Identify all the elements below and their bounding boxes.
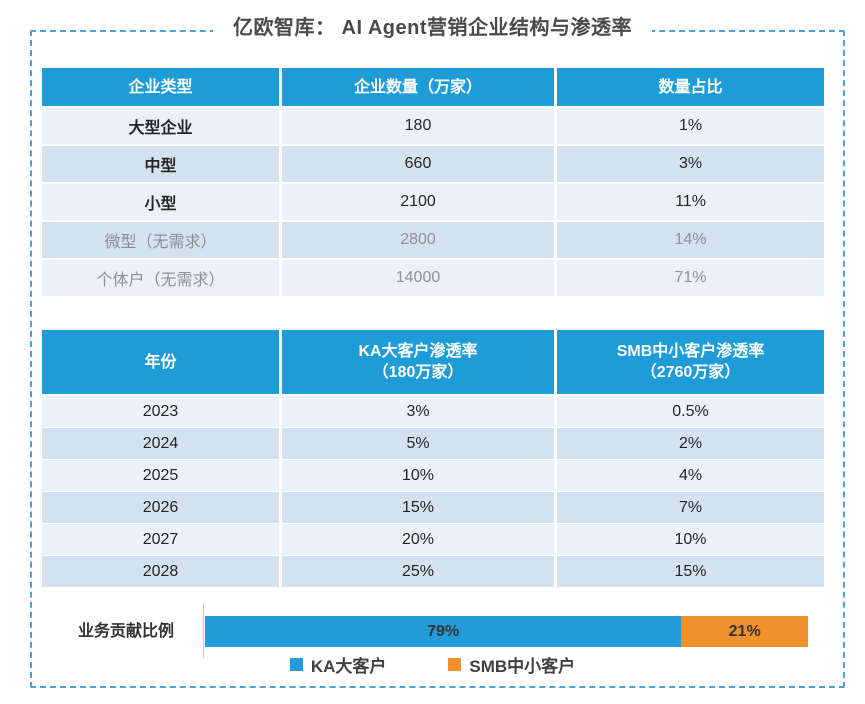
penetration-rate-table: 年份 KA大客户渗透率 （180万家） SMB中小客户渗透率 （2760万家） … bbox=[42, 330, 824, 588]
table2-header-smb-penetration: SMB中小客户渗透率 （2760万家） bbox=[557, 330, 824, 394]
contribution-bar: 79% 21% bbox=[205, 616, 808, 647]
cell-company-type: 中型 bbox=[42, 146, 279, 182]
table1-header-count-share: 数量占比 bbox=[557, 68, 824, 106]
cell-smb-rate: 7% bbox=[557, 492, 824, 523]
table1-header-company-count: 企业数量（万家） bbox=[282, 68, 554, 106]
cell-year: 2024 bbox=[42, 428, 279, 459]
cell-smb-rate: 15% bbox=[557, 556, 824, 587]
cell-company-count: 2800 bbox=[282, 222, 554, 258]
cell-smb-rate: 0.5% bbox=[557, 396, 824, 427]
cell-ka-rate: 5% bbox=[282, 428, 554, 459]
cell-ka-rate: 20% bbox=[282, 524, 554, 555]
cell-smb-rate: 10% bbox=[557, 524, 824, 555]
cell-count-share: 71% bbox=[557, 260, 824, 296]
table-row: 中型 660 3% bbox=[42, 146, 824, 182]
table-row: 2025 10% 4% bbox=[42, 460, 824, 491]
axis-line bbox=[203, 603, 204, 658]
cell-company-type: 大型企业 bbox=[42, 108, 279, 144]
company-structure-table: 企业类型 企业数量（万家） 数量占比 大型企业 180 1% 中型 660 3%… bbox=[42, 68, 824, 298]
table-row: 2024 5% 2% bbox=[42, 428, 824, 459]
bar-segment-ka: 79% bbox=[205, 616, 682, 647]
cell-company-type: 微型（无需求） bbox=[42, 222, 279, 258]
cell-year: 2023 bbox=[42, 396, 279, 427]
table-row: 2028 25% 15% bbox=[42, 556, 824, 587]
page-title-text: 亿欧智库： AI Agent营销企业结构与渗透率 bbox=[212, 15, 653, 41]
cell-company-type: 个体户（无需求） bbox=[42, 260, 279, 296]
cell-company-count: 2100 bbox=[282, 184, 554, 220]
cell-ka-rate: 3% bbox=[282, 396, 554, 427]
table-row: 2027 20% 10% bbox=[42, 524, 824, 555]
legend-label-ka: KA大客户 bbox=[310, 657, 387, 676]
bar-segment-smb: 21% bbox=[681, 616, 808, 647]
ka-swatch-icon bbox=[289, 658, 303, 671]
smb-swatch-icon bbox=[448, 658, 462, 671]
cell-year: 2027 bbox=[42, 524, 279, 555]
legend-item-smb: SMB中小客户 bbox=[448, 652, 575, 677]
cell-ka-rate: 10% bbox=[282, 460, 554, 491]
contribution-label: 业务贡献比例 bbox=[77, 623, 174, 640]
table-row: 大型企业 180 1% bbox=[42, 108, 824, 144]
cell-smb-rate: 4% bbox=[557, 460, 824, 491]
legend: KA大客户 SMB中小客户 bbox=[0, 652, 865, 677]
table-row: 2026 15% 7% bbox=[42, 492, 824, 523]
table1-header-row: 企业类型 企业数量（万家） 数量占比 bbox=[42, 68, 824, 106]
table2-header-row: 年份 KA大客户渗透率 （180万家） SMB中小客户渗透率 （2760万家） bbox=[42, 330, 824, 394]
table1-header-company-type: 企业类型 bbox=[42, 68, 279, 106]
table-row: 小型 2100 11% bbox=[42, 184, 824, 220]
cell-count-share: 3% bbox=[557, 146, 824, 182]
cell-count-share: 1% bbox=[557, 108, 824, 144]
table-row: 个体户（无需求） 14000 71% bbox=[42, 260, 824, 296]
cell-count-share: 14% bbox=[557, 222, 824, 258]
legend-item-ka: KA大客户 bbox=[289, 652, 387, 677]
cell-ka-rate: 15% bbox=[282, 492, 554, 523]
cell-company-type: 小型 bbox=[42, 184, 279, 220]
page-title: 亿欧智库： AI Agent营销企业结构与渗透率 bbox=[0, 15, 865, 41]
cell-ka-rate: 25% bbox=[282, 556, 554, 587]
table2-header-ka-penetration: KA大客户渗透率 （180万家） bbox=[282, 330, 554, 394]
table-row: 2023 3% 0.5% bbox=[42, 396, 824, 427]
cell-year: 2028 bbox=[42, 556, 279, 587]
table2-header-year: 年份 bbox=[42, 330, 279, 394]
legend-label-smb: SMB中小客户 bbox=[469, 657, 576, 676]
cell-year: 2025 bbox=[42, 460, 279, 491]
cell-company-count: 660 bbox=[282, 146, 554, 182]
cell-company-count: 14000 bbox=[282, 260, 554, 296]
cell-count-share: 11% bbox=[557, 184, 824, 220]
cell-company-count: 180 bbox=[282, 108, 554, 144]
cell-smb-rate: 2% bbox=[557, 428, 824, 459]
table-row: 微型（无需求） 2800 14% bbox=[42, 222, 824, 258]
cell-year: 2026 bbox=[42, 492, 279, 523]
